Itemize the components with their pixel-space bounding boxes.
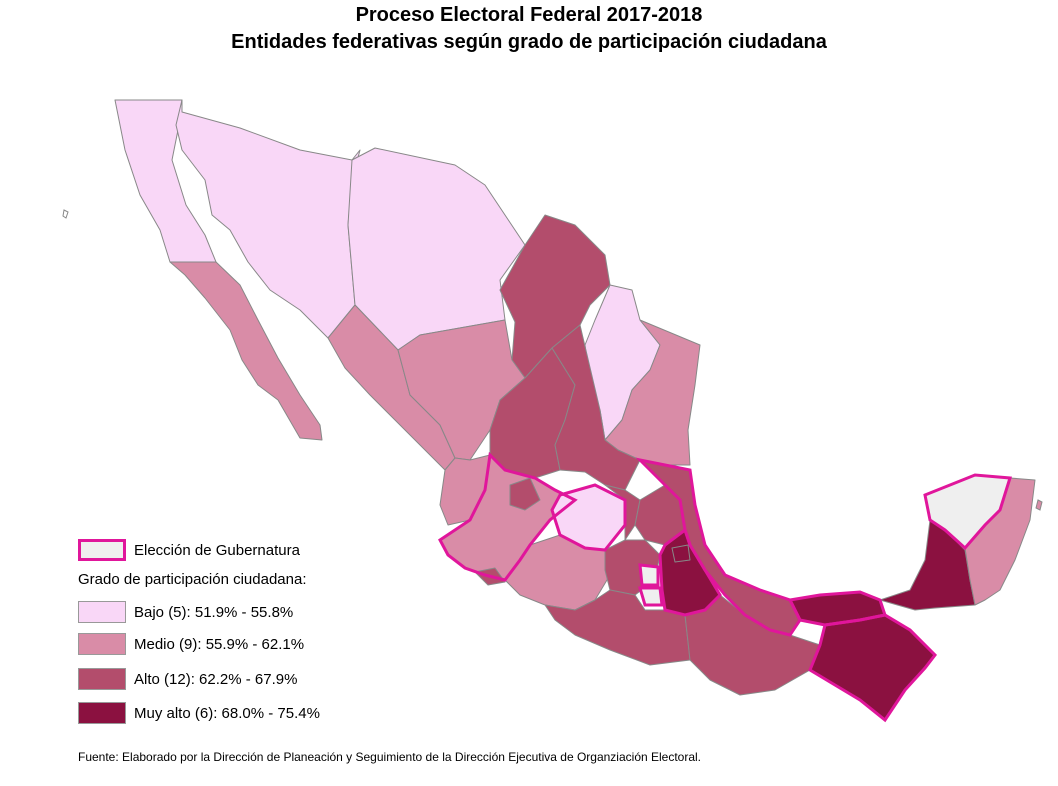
legend-label-gubernatura: Elección de Gubernatura: [134, 541, 300, 559]
island-guadalupe: [62, 209, 69, 219]
state-morelos-border: [637, 586, 664, 607]
state-aguascalientes: [509, 477, 541, 511]
state-baja-california-sur: [169, 261, 323, 441]
island-cozumel: [1035, 499, 1043, 511]
legend-item-alto: Alto (12): 62.2% - 67.9%: [78, 668, 297, 690]
legend-swatch-medio: [78, 633, 126, 655]
state-puebla-border: [658, 527, 722, 617]
state-chiapas: [809, 614, 936, 721]
state-chihuahua: [347, 147, 526, 351]
state-guanajuato-border: [550, 483, 627, 552]
state-jalisco-border: [438, 451, 578, 582]
legend-label-alto: Alto (12): 62.2% - 67.9%: [134, 670, 298, 688]
source-note: Fuente: Elaborado por la Dirección de Pl…: [78, 750, 702, 764]
legend-item-bajo: Bajo (5): 51.9% - 55.8%: [78, 601, 293, 623]
legend-swatch-muy-alto: [78, 702, 126, 724]
state-ciudad-de-mexico-border: [638, 563, 660, 587]
legend-swatch-alto: [78, 668, 126, 690]
legend-item-muy-alto: Muy alto (6): 68.0% - 75.4%: [78, 702, 320, 724]
state-yucatan-border: [923, 473, 1012, 551]
map-title: Proceso Electoral Federal 2017-2018: [355, 4, 703, 26]
legend-label-muy-alto: Muy alto (6): 68.0% - 75.4%: [134, 704, 320, 722]
legend-label-bajo: Bajo (5): 51.9% - 55.8%: [134, 603, 294, 621]
legend-swatch-bajo: [78, 601, 126, 623]
map-subtitle: Entidades federativas según grado de par…: [231, 31, 827, 53]
state-sonora: [175, 99, 361, 339]
legend-heading: Grado de participación ciudadana:: [78, 571, 307, 588]
legend-label-medio: Medio (9): 55.9% - 62.1%: [134, 635, 305, 653]
gubernatura-borders: [438, 451, 1012, 723]
state-chiapas-border: [808, 613, 937, 723]
legend-item-medio: Medio (9): 55.9% - 62.1%: [78, 633, 304, 655]
legend-swatch-gubernatura: [78, 539, 126, 561]
legend-item-gubernatura: Elección de Gubernatura: [78, 539, 300, 561]
state-tlaxcala: [671, 544, 691, 563]
